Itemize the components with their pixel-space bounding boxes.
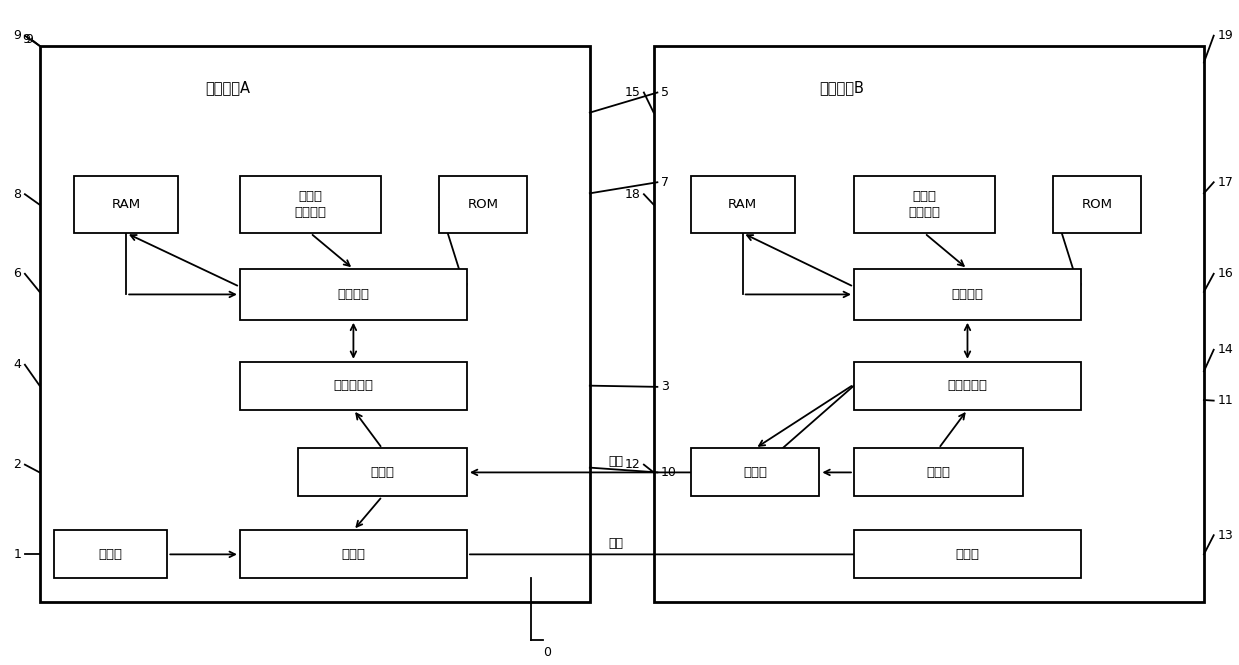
Text: 第二终端B: 第二终端B [819, 80, 865, 96]
Bar [854, 176, 995, 233]
Text: ROM: ROM [467, 198, 498, 211]
Bar [654, 46, 1204, 602]
Text: 1: 1 [14, 548, 21, 561]
Bar [74, 176, 178, 233]
Text: 9: 9 [22, 33, 30, 46]
Text: 3: 3 [662, 380, 669, 394]
Text: 11: 11 [1218, 394, 1233, 407]
Bar [240, 269, 467, 320]
Bar [854, 362, 1082, 410]
Bar [297, 448, 467, 496]
Text: 处理模块: 处理模块 [337, 288, 369, 301]
Text: 0: 0 [543, 646, 551, 659]
Text: 数据缓冲区: 数据缓冲区 [333, 379, 373, 392]
Bar [690, 176, 795, 233]
Text: RAM: RAM [729, 198, 757, 211]
Bar [854, 531, 1082, 579]
Text: ROM: ROM [1082, 198, 1113, 211]
Bar [1053, 176, 1141, 233]
Text: 激光器: 激光器 [99, 548, 123, 561]
Text: 随机数
生成模块: 随机数 生成模块 [295, 190, 326, 219]
Bar [240, 362, 467, 410]
Text: 调制器: 调制器 [743, 466, 767, 479]
Text: 14: 14 [1218, 343, 1233, 356]
Text: 2: 2 [14, 458, 21, 471]
Bar [690, 448, 819, 496]
Text: 5: 5 [662, 86, 669, 99]
Text: 4: 4 [14, 358, 21, 371]
Text: 调制器: 调制器 [342, 548, 366, 561]
Text: 数据缓冲区: 数据缓冲区 [948, 379, 987, 392]
Text: 13: 13 [1218, 529, 1233, 542]
Text: 光纤: 光纤 [608, 456, 623, 468]
Bar [240, 176, 382, 233]
Bar [240, 531, 467, 579]
Text: 8: 8 [14, 188, 21, 201]
Bar [439, 176, 527, 233]
Bar [854, 448, 1023, 496]
Text: 9: 9 [14, 29, 21, 42]
Text: 6: 6 [14, 267, 21, 280]
Text: 激光器: 激光器 [927, 466, 950, 479]
Text: RAM: RAM [112, 198, 141, 211]
Text: 15: 15 [624, 86, 641, 99]
Text: 9: 9 [26, 33, 33, 47]
Text: 光纤: 光纤 [608, 537, 623, 550]
Bar [55, 531, 167, 579]
Bar [40, 46, 590, 602]
Text: 探测器: 探测器 [370, 466, 394, 479]
Text: 第一终端A: 第一终端A [206, 80, 250, 96]
Text: 18: 18 [624, 188, 641, 201]
Text: 16: 16 [1218, 267, 1233, 280]
Text: 19: 19 [1218, 29, 1233, 42]
Text: 17: 17 [1218, 176, 1233, 189]
Bar [854, 269, 1082, 320]
Text: 10: 10 [662, 466, 676, 479]
Text: 7: 7 [662, 176, 669, 189]
Text: 12: 12 [624, 458, 641, 471]
Text: 探测器: 探测器 [955, 548, 980, 561]
Text: 处理模块: 处理模块 [952, 288, 984, 301]
Text: 随机数
生成模块: 随机数 生成模块 [908, 190, 940, 219]
